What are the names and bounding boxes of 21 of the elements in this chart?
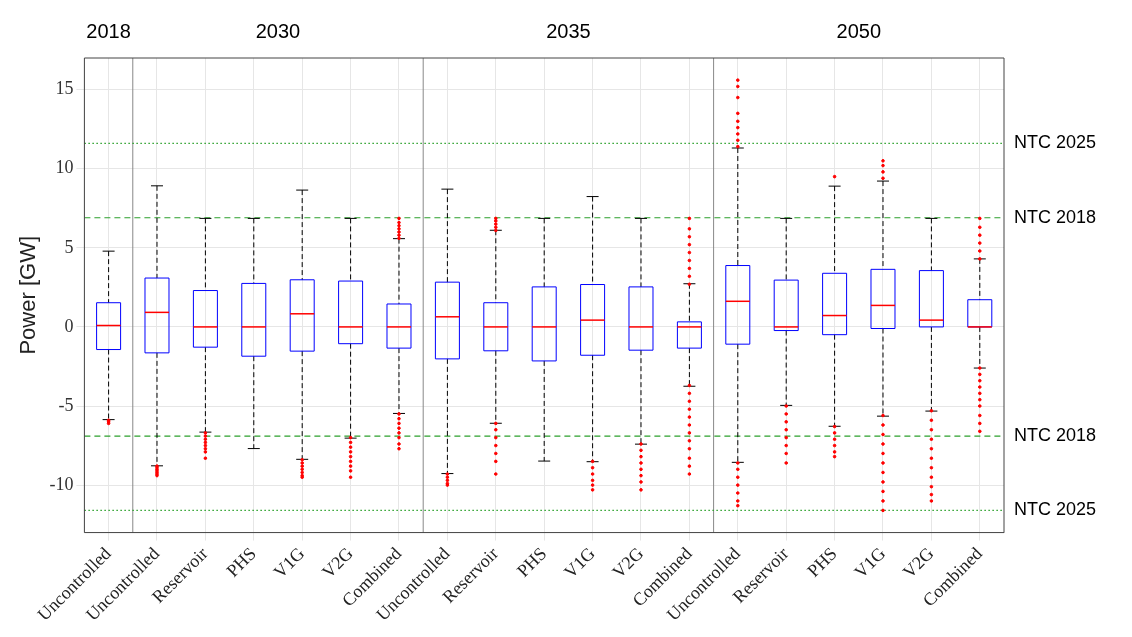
x-tick-label: PHS <box>803 543 841 581</box>
ref-line-label: NTC 2018 <box>1014 425 1097 446</box>
y-axis-title: Power [GW] <box>15 236 41 355</box>
text: 2018 <box>86 19 131 42</box>
x-tick-label: PHS <box>512 543 551 581</box>
x-tick-label: V1G <box>269 543 309 583</box>
y-tick-label: 15 <box>55 78 74 99</box>
text: 2050 <box>836 19 882 42</box>
x-tick-label: V1G <box>850 543 890 583</box>
x-tick-label: V1G <box>559 543 599 583</box>
y-tick-label: 10 <box>55 157 74 178</box>
y-tick-label: 0 <box>64 315 74 336</box>
y-tick-label: -5 <box>58 394 74 415</box>
x-tick-label: PHS <box>222 543 260 581</box>
ref-line-label: NTC 2018 <box>1014 206 1097 227</box>
text: 2030 <box>255 19 301 42</box>
y-tick-label: 5 <box>64 236 74 257</box>
ref-line-label: NTC 2025 <box>1014 132 1097 153</box>
text: 2035 <box>546 19 591 42</box>
y-tick-label: -10 <box>49 473 74 494</box>
ref-line-label: NTC 2025 <box>1014 499 1097 520</box>
